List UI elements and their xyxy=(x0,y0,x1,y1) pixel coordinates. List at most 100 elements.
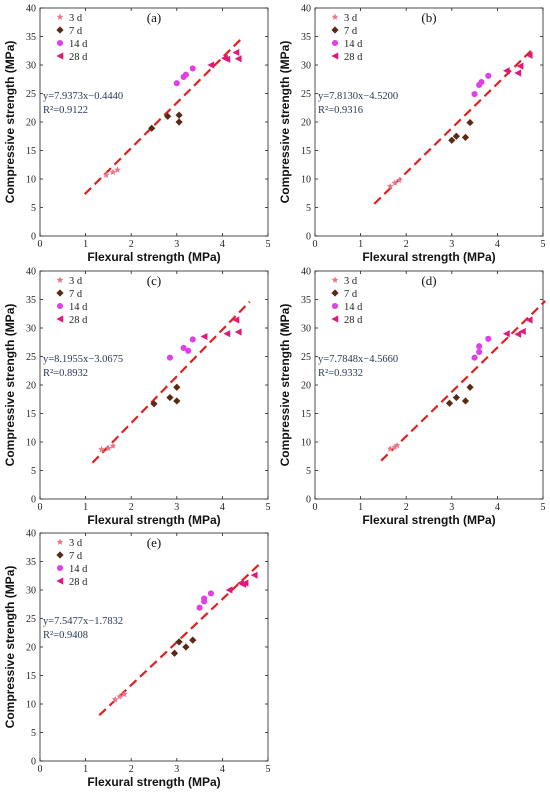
legend-label: 3 d xyxy=(344,13,358,24)
x-tick-label: 3 xyxy=(449,502,454,513)
fit-equation: y=8.1955x−3.0675 xyxy=(43,354,123,365)
data-point xyxy=(448,136,456,144)
legend-marker xyxy=(331,276,339,283)
data-point xyxy=(516,62,524,70)
data-point xyxy=(476,343,483,350)
data-point xyxy=(502,330,510,338)
x-tick-label: 2 xyxy=(129,502,134,513)
fit-equation: y=7.7848x−4.5660 xyxy=(318,354,398,365)
data-point xyxy=(98,445,105,453)
y-tick-label: 35 xyxy=(26,295,36,306)
legend-marker xyxy=(56,302,64,310)
fit-line xyxy=(380,300,547,462)
y-tick-label: 20 xyxy=(26,643,36,654)
series-14d xyxy=(471,335,492,361)
y-tick-label: 40 xyxy=(26,529,36,540)
data-point xyxy=(485,335,492,342)
x-axis-label: Flexural strength (MPa) xyxy=(87,250,220,264)
series-7d xyxy=(148,111,183,132)
fit-equation: y=7.8130x−4.5200 xyxy=(318,91,398,102)
y-tick-label: 10 xyxy=(301,175,311,186)
data-point xyxy=(148,124,156,132)
y-axis-label: Compressive strength (MPa) xyxy=(278,304,292,467)
y-axis-label: Compressive strength (MPa) xyxy=(3,566,17,729)
data-point xyxy=(175,111,183,119)
legend-label: 7 d xyxy=(344,26,358,37)
data-point xyxy=(478,79,485,86)
data-point xyxy=(234,55,242,63)
series-28d xyxy=(225,571,258,594)
data-point xyxy=(207,61,215,69)
y-tick-label: 20 xyxy=(26,118,36,129)
y-tick-label: 10 xyxy=(26,438,36,449)
legend-marker xyxy=(331,302,339,310)
data-point xyxy=(109,442,117,449)
data-point xyxy=(114,166,121,173)
series-28d xyxy=(200,316,242,341)
y-tick-label: 30 xyxy=(26,586,36,597)
legend-label: 28 d xyxy=(344,52,363,63)
data-point xyxy=(250,571,258,579)
series-14d xyxy=(173,65,196,87)
data-point xyxy=(395,176,403,184)
x-tick-label: 5 xyxy=(266,764,271,775)
y-tick-label: 5 xyxy=(306,203,311,214)
fit-r-squared: R²=0.9332 xyxy=(318,368,363,379)
data-point xyxy=(109,168,117,176)
chart-panel-c: 0 1 2 3 4 5 0 5 10 15 20 25 30 35 40 Flexural strength … xyxy=(3,267,271,528)
x-tick-label: 3 xyxy=(449,239,454,250)
data-point xyxy=(466,383,474,391)
data-point xyxy=(461,133,470,141)
legend-label: 3 d xyxy=(69,538,83,549)
legend-marker xyxy=(56,551,64,559)
x-tick-label: 4 xyxy=(220,502,225,513)
series-7d xyxy=(445,383,474,407)
x-tick-label: 0 xyxy=(38,764,43,775)
legend-label: 28 d xyxy=(69,315,88,326)
x-tick-label: 3 xyxy=(174,502,179,513)
x-tick-label: 4 xyxy=(220,764,225,775)
x-tick-label: 0 xyxy=(313,502,318,513)
x-tick-label: 0 xyxy=(38,239,43,250)
x-tick-label: 4 xyxy=(495,502,500,513)
x-axis-label: Flexural strength (MPa) xyxy=(87,775,220,789)
y-tick-label: 25 xyxy=(26,614,36,625)
y-tick-label: 15 xyxy=(26,146,36,157)
legend-label: 3 d xyxy=(69,13,83,24)
legend-marker xyxy=(56,52,64,60)
legend-marker xyxy=(56,564,64,572)
chart-panel-d: 0 1 2 3 4 5 0 5 10 15 20 25 30 35 40 Flexural strength … xyxy=(278,267,547,527)
data-point xyxy=(170,649,179,657)
legend-label: 3 d xyxy=(69,276,83,287)
y-tick-label: 40 xyxy=(26,4,36,15)
legend-marker xyxy=(56,13,64,20)
series-14d xyxy=(471,72,492,98)
series-3d xyxy=(386,441,401,452)
x-tick-label: 2 xyxy=(404,239,409,250)
y-tick-label: 40 xyxy=(301,267,311,278)
legend-marker xyxy=(331,13,339,20)
data-point xyxy=(452,393,460,402)
data-point xyxy=(452,132,460,140)
data-point xyxy=(120,690,128,698)
legend-label: 14 d xyxy=(344,302,363,313)
y-tick-label: 5 xyxy=(306,466,311,477)
data-point xyxy=(150,400,158,408)
y-tick-label: 20 xyxy=(301,118,311,129)
series-7d xyxy=(448,118,474,144)
legend-label: 7 d xyxy=(69,289,83,300)
x-tick-label: 5 xyxy=(266,502,271,513)
x-tick-label: 5 xyxy=(541,502,546,513)
y-tick-label: 20 xyxy=(301,381,311,392)
legend-marker xyxy=(56,538,64,545)
data-point xyxy=(386,182,394,190)
data-point xyxy=(502,67,510,75)
data-point xyxy=(525,316,533,324)
fit-r-squared: R²=0.9408 xyxy=(43,630,88,641)
y-tick-label: 35 xyxy=(301,32,311,43)
legend-marker xyxy=(56,276,64,283)
y-tick-label: 40 xyxy=(301,4,311,15)
data-point xyxy=(164,112,172,120)
data-point xyxy=(189,65,196,72)
